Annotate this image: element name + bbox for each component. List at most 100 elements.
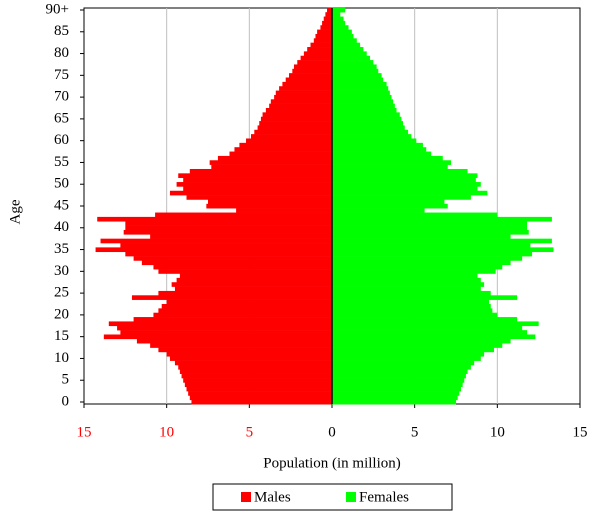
bar [332, 168, 468, 174]
bar [179, 369, 332, 374]
bar [332, 312, 498, 318]
bar [332, 108, 397, 113]
bar [332, 155, 443, 161]
bar [150, 234, 332, 239]
bar [332, 317, 518, 322]
bar [332, 29, 352, 35]
bar [332, 282, 485, 287]
y-tick-label: 25 [54, 285, 69, 301]
bar [189, 168, 332, 174]
bar [332, 386, 461, 392]
bar [166, 299, 332, 305]
bar [332, 347, 495, 353]
bar [166, 351, 332, 357]
bar [332, 234, 511, 239]
y-tick-label: 65 [54, 110, 69, 126]
bar [332, 216, 552, 222]
bar [332, 12, 341, 17]
bar [332, 90, 390, 96]
y-tick-label: 45 [54, 197, 69, 213]
bar [229, 151, 332, 157]
bar [332, 203, 448, 209]
legend-swatch [241, 492, 251, 502]
bar [133, 256, 332, 261]
y-tick-label: 80 [54, 45, 69, 61]
bar [269, 103, 332, 109]
bar [332, 229, 529, 235]
bar [289, 73, 332, 78]
bar [332, 238, 552, 244]
bar [188, 391, 332, 396]
bar [125, 225, 332, 231]
bar [332, 221, 528, 226]
bar [169, 190, 332, 196]
bar [332, 73, 382, 78]
bar [332, 391, 460, 396]
x-tick-label: 15 [573, 424, 588, 440]
bar [183, 177, 332, 183]
bar [125, 221, 332, 226]
bar [332, 129, 409, 135]
bar [246, 138, 332, 144]
bar [141, 260, 332, 266]
bar [332, 64, 377, 70]
bar [332, 151, 432, 157]
bar [293, 64, 332, 70]
bar [332, 20, 346, 26]
bar [332, 286, 481, 292]
bar [332, 121, 404, 126]
bar [320, 25, 332, 30]
bar [183, 186, 332, 192]
bar [332, 77, 384, 83]
bar [332, 160, 452, 165]
bar [332, 51, 367, 57]
bar [332, 308, 493, 314]
bar [234, 147, 332, 152]
y-tick-label: 5 [62, 372, 70, 388]
bar [332, 212, 498, 218]
bar [136, 338, 332, 344]
bar [275, 90, 332, 96]
bar [303, 51, 332, 57]
legend [212, 483, 453, 511]
bar [325, 12, 332, 17]
bar [332, 373, 466, 379]
bar [332, 186, 478, 192]
bar [332, 334, 536, 340]
bar [171, 282, 332, 287]
bar [332, 60, 374, 65]
bar [332, 33, 354, 39]
bar [332, 343, 503, 348]
bar [332, 134, 412, 139]
bar [123, 229, 333, 235]
bar [332, 112, 400, 118]
legend-swatch [346, 492, 356, 502]
bar [332, 42, 361, 48]
bar [174, 286, 332, 292]
bar [332, 99, 394, 104]
bar [274, 94, 332, 100]
legend-label: Males [254, 489, 291, 505]
y-tick-label: 40 [54, 219, 69, 235]
bar [176, 277, 332, 283]
bar [332, 94, 392, 100]
bar [186, 386, 332, 392]
bar [332, 369, 468, 374]
bar [178, 364, 332, 370]
bar [332, 68, 379, 74]
bar [186, 195, 332, 200]
bar [332, 55, 371, 61]
bar [332, 277, 481, 283]
bar [259, 121, 332, 126]
bar [313, 38, 332, 43]
bar [332, 125, 405, 131]
bar [332, 190, 488, 196]
bar [332, 351, 485, 357]
bar [239, 142, 332, 148]
bar [282, 81, 332, 87]
bar [250, 134, 332, 139]
bar [178, 173, 332, 178]
bar [332, 251, 533, 257]
bar [332, 138, 417, 144]
bar [332, 264, 503, 270]
